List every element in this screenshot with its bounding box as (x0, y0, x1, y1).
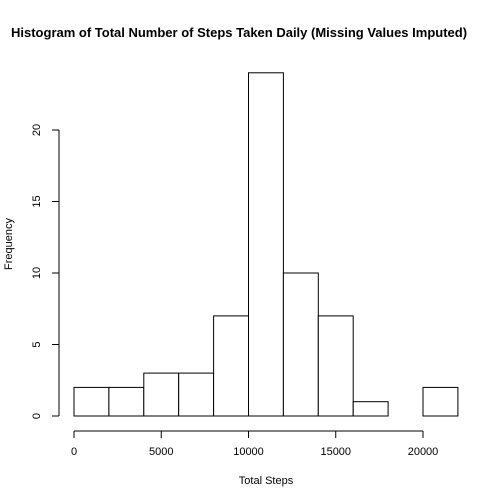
bars-group (73, 72, 459, 417)
y-tick-label: 5 (31, 341, 43, 347)
x-tick-label: 15000 (320, 446, 351, 458)
y-tick-label: 0 (31, 413, 43, 419)
x-axis: 0 5000 10000 15000 20000 (71, 430, 439, 458)
histogram-bar (422, 386, 459, 417)
y-axis: 0 5 10 15 20 (31, 124, 60, 419)
x-tick-label: 20000 (408, 446, 439, 458)
histogram-bar (213, 315, 250, 417)
y-axis-label: Frequency (3, 218, 15, 270)
histogram-bar (282, 272, 319, 417)
histogram-bar (352, 401, 389, 417)
y-tick-label: 15 (31, 195, 43, 207)
histogram-bar (143, 372, 180, 417)
chart-title: Histogram of Total Number of Steps Taken… (11, 25, 467, 40)
histogram-bar (248, 72, 284, 417)
histogram-bar (73, 386, 110, 417)
histogram-bar (108, 386, 145, 417)
x-tick-label: 5000 (149, 446, 173, 458)
y-tick-label: 10 (31, 267, 43, 279)
x-tick-label: 10000 (233, 446, 264, 458)
x-axis-label: Total Steps (239, 475, 294, 487)
histogram-bar (317, 315, 354, 417)
y-tick-label: 20 (31, 124, 43, 136)
histogram-bar (178, 372, 215, 417)
x-tick-label: 0 (71, 446, 77, 458)
